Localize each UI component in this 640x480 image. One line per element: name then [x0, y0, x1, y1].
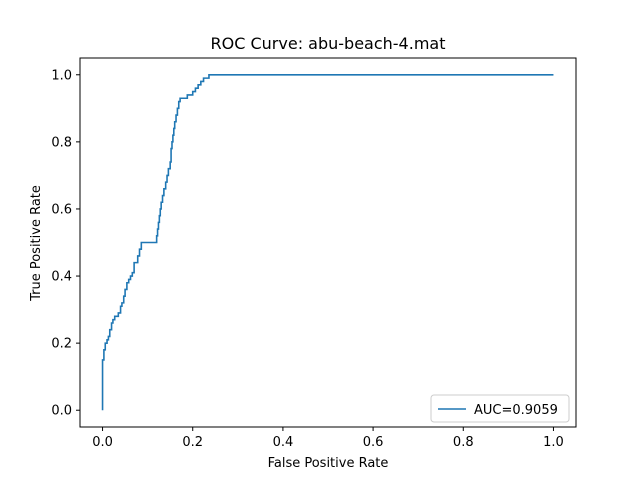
y-tick-label: 0.4 — [51, 270, 72, 285]
x-tick-label: 0.0 — [92, 435, 113, 450]
legend-box — [430, 394, 570, 423]
y-tick-label: 0.0 — [51, 404, 72, 419]
legend-label: AUC=0.9059 — [474, 403, 558, 418]
y-axis-ticks: 0.0 0.2 0.4 0.6 0.8 1.0 — [51, 68, 80, 419]
x-tick-label: 0.6 — [363, 435, 384, 450]
x-axis-label: False Positive Rate — [268, 456, 389, 471]
x-tick-label: 0.8 — [453, 435, 474, 450]
y-tick-label: 1.0 — [51, 68, 72, 83]
y-axis-label: True Positive Rate — [29, 185, 44, 302]
plot-frame — [79, 57, 577, 428]
roc-series-line — [101, 73, 554, 411]
x-axis-ticks: 0.0 0.2 0.4 0.6 0.8 1.0 — [92, 427, 564, 450]
legend: AUC=0.9059 — [430, 394, 570, 423]
plot-area — [79, 57, 577, 428]
x-tick-label: 1.0 — [543, 435, 564, 450]
y-tick-label: 0.2 — [51, 337, 72, 352]
x-tick-label: 0.4 — [273, 435, 294, 450]
y-tick-label: 0.6 — [51, 202, 72, 217]
x-tick-label: 0.2 — [182, 435, 203, 450]
series-layer — [101, 73, 554, 411]
chart-title: ROC Curve: abu-beach-4.mat — [211, 34, 446, 53]
y-tick-label: 0.8 — [51, 135, 72, 150]
